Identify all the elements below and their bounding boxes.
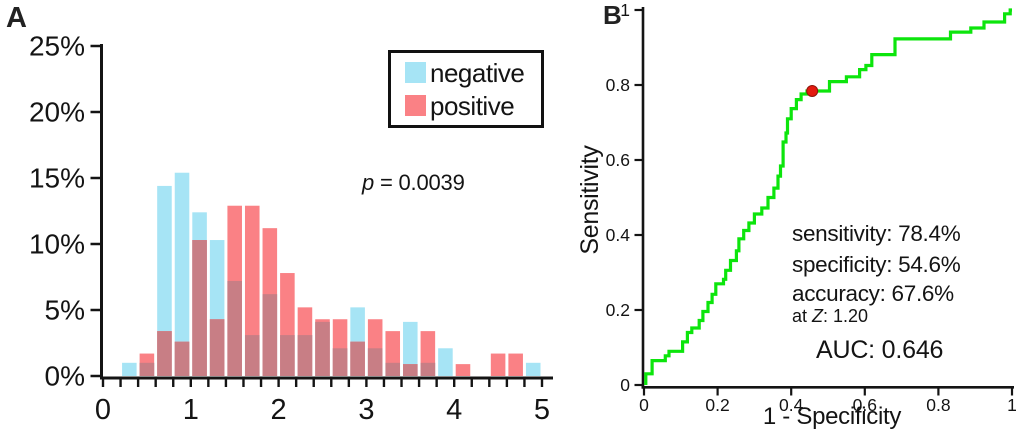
hist-y-tick-label: 15% (29, 163, 85, 194)
roc-x-tick-label: 0.4 (779, 395, 804, 415)
hist-bar-overlap (174, 341, 190, 376)
stat-auc: AUC: 0.646 (816, 336, 944, 364)
hist-y-tick-label: 5% (45, 295, 85, 326)
hist-bar-overlap (420, 362, 436, 376)
roc-y-tick-label: 0.2 (606, 300, 630, 320)
hist-bar-overlap (315, 321, 330, 376)
hist-y-tick-label: 20% (29, 97, 85, 128)
stat-accuracy: accuracy: 67.6% (792, 281, 954, 306)
hist-bar-positive (244, 205, 260, 376)
p-value-variable: p (362, 170, 375, 195)
hist-bar-overlap (297, 335, 313, 376)
roc-y-tick-label: 0 (620, 375, 630, 395)
hist-bar-overlap (350, 341, 365, 376)
stat-cutoff-value: : 1.20 (823, 306, 869, 326)
hist-bar-negative (438, 348, 453, 376)
hist-bar-negative (525, 362, 541, 376)
hist-bar-positive (508, 353, 523, 376)
hist-y-tick-label: 0% (45, 361, 85, 392)
panel-b-label: B (603, 0, 622, 30)
hist-x-tick-label: 0 (95, 394, 111, 426)
legend-item-positive: positive (405, 93, 541, 119)
roc-x-axis-title: 1 - Specificity (762, 403, 902, 430)
hist-bar-overlap (157, 331, 172, 376)
hist-y-tick-label: 10% (29, 229, 85, 260)
roc-y-axis-title: Sensitivity (576, 145, 604, 255)
roc-y-tick-label: 0.4 (606, 225, 631, 245)
stat-cutoff-variable: Z (812, 306, 824, 326)
roc-y-tick-label: 0.6 (606, 150, 630, 170)
legend-item-negative: negative (405, 60, 541, 86)
hist-bar-overlap (332, 348, 348, 376)
roc-operating-point (806, 85, 819, 97)
legend-label-positive: positive (430, 90, 515, 121)
hist-bar-overlap (262, 294, 278, 376)
roc-x-tick-label: 0.6 (853, 395, 877, 415)
hist-x-tick-label: 4 (446, 394, 462, 426)
p-value-text: = 0.0039 (374, 170, 465, 195)
hist-bar-overlap (385, 362, 401, 376)
hist-x-tick-label: 2 (271, 394, 287, 426)
roc-x-tick-label: 0 (639, 395, 649, 415)
hist-bar-overlap (280, 335, 295, 376)
legend-swatch-positive (405, 95, 426, 116)
hist-bar-negative (122, 362, 137, 376)
hist-bar-positive (455, 364, 471, 376)
stat-cutoff: at Z: 1.20 (792, 306, 868, 327)
roc-y-tick-label: 1 (620, 0, 630, 20)
roc-x-tick-label: 1 (1007, 395, 1017, 415)
hist-bar-overlap (403, 364, 418, 376)
roc-x-tick-label: 0.8 (926, 395, 950, 415)
legend: negative positive (388, 50, 544, 128)
roc-curve (644, 8, 1012, 385)
hist-bar-positive (490, 353, 506, 376)
hist-y-tick-label: 25% (29, 31, 85, 62)
roc-y-tick-label: 0.8 (606, 75, 630, 95)
hist-x-tick-label: 5 (534, 394, 550, 426)
hist-bar-overlap (139, 362, 155, 376)
hist-bar-overlap (367, 348, 383, 376)
stat-sensitivity: sensitivity: 78.4% (792, 221, 961, 246)
hist-bar-negative (157, 185, 172, 376)
stat-specificity: specificity: 54.6% (792, 252, 961, 277)
hist-bar-overlap (227, 280, 242, 376)
hist-x-tick-label: 1 (183, 394, 199, 426)
hist-bar-overlap (209, 319, 225, 376)
legend-swatch-negative (405, 62, 426, 83)
hist-bar-negative (174, 172, 190, 376)
panel-a-label: A (6, 2, 27, 34)
hist-x-tick-label: 3 (358, 394, 374, 426)
hist-bar-overlap (192, 240, 207, 376)
hist-bar-overlap (244, 335, 260, 376)
legend-label-negative: negative (430, 57, 525, 88)
p-value-annotation: p = 0.0039 (362, 170, 465, 196)
hist-bar-negative (403, 321, 418, 376)
roc-x-tick-label: 0.2 (705, 395, 729, 415)
stat-cutoff-prefix: at (792, 306, 813, 326)
